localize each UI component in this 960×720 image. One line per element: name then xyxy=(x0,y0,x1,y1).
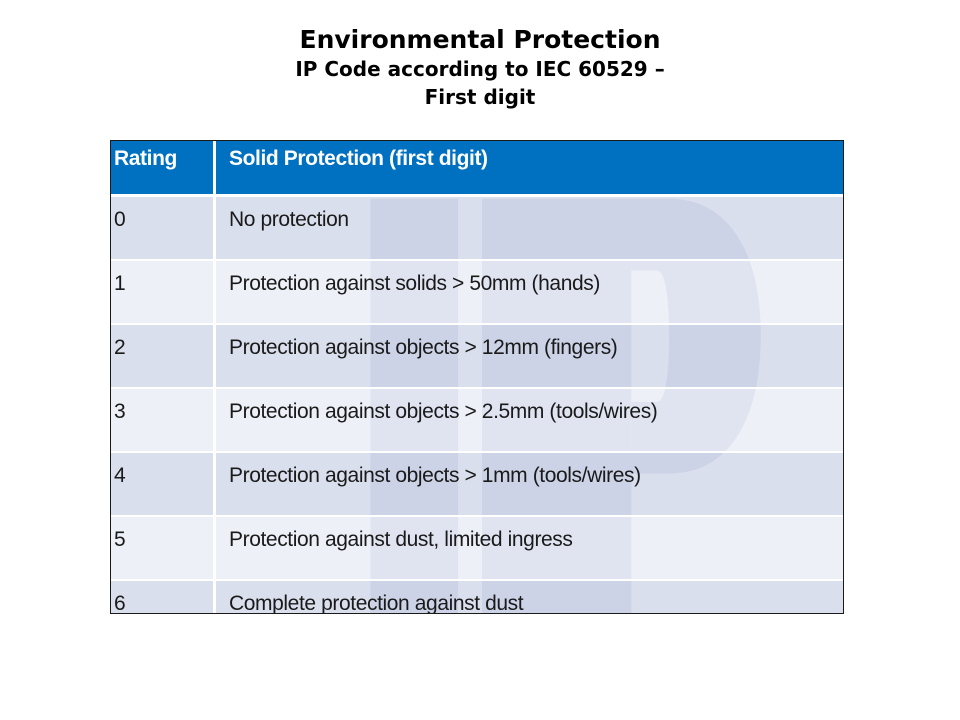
table-row: 2 Protection against objects > 12mm (fin… xyxy=(111,325,843,389)
rating-cell: 0 xyxy=(111,197,213,261)
ip-rating-table-container: Rating Solid Protection (first digit) 0 … xyxy=(110,140,844,614)
protection-cell: No protection xyxy=(213,197,843,261)
table-header-row: Rating Solid Protection (first digit) xyxy=(111,141,843,197)
table-row: 1 Protection against solids > 50mm (hand… xyxy=(111,261,843,325)
rating-cell: 2 xyxy=(111,325,213,389)
table-row: 0 No protection xyxy=(111,197,843,261)
table-row: 3 Protection against objects > 2.5mm (to… xyxy=(111,389,843,453)
header-solid-protection: Solid Protection (first digit) xyxy=(213,141,843,197)
title-line-1: Environmental Protection xyxy=(299,25,661,54)
rating-cell: 6 xyxy=(111,581,213,613)
rating-cell: 1 xyxy=(111,261,213,325)
protection-cell: Complete protection against dust xyxy=(213,581,843,613)
table-row: 6 Complete protection against dust xyxy=(111,581,843,613)
protection-cell: Protection against objects > 12mm (finge… xyxy=(213,325,843,389)
table-row: 4 Protection against objects > 1mm (tool… xyxy=(111,453,843,517)
header-rating: Rating xyxy=(111,141,213,197)
ip-rating-table: Rating Solid Protection (first digit) 0 … xyxy=(111,141,843,613)
rating-cell: 3 xyxy=(111,389,213,453)
rating-cell: 4 xyxy=(111,453,213,517)
protection-cell: Protection against solids > 50mm (hands) xyxy=(213,261,843,325)
title-line-3: First digit xyxy=(424,85,536,109)
protection-cell: Protection against objects > 1mm (tools/… xyxy=(213,453,843,517)
slide-title: Environmental Protection IP Code accordi… xyxy=(0,24,960,111)
protection-cell: Protection against objects > 2.5mm (tool… xyxy=(213,389,843,453)
title-line-2: IP Code according to IEC 60529 – xyxy=(295,57,665,81)
rating-cell: 5 xyxy=(111,517,213,581)
protection-cell: Protection against dust, limited ingress xyxy=(213,517,843,581)
table-row: 5 Protection against dust, limited ingre… xyxy=(111,517,843,581)
